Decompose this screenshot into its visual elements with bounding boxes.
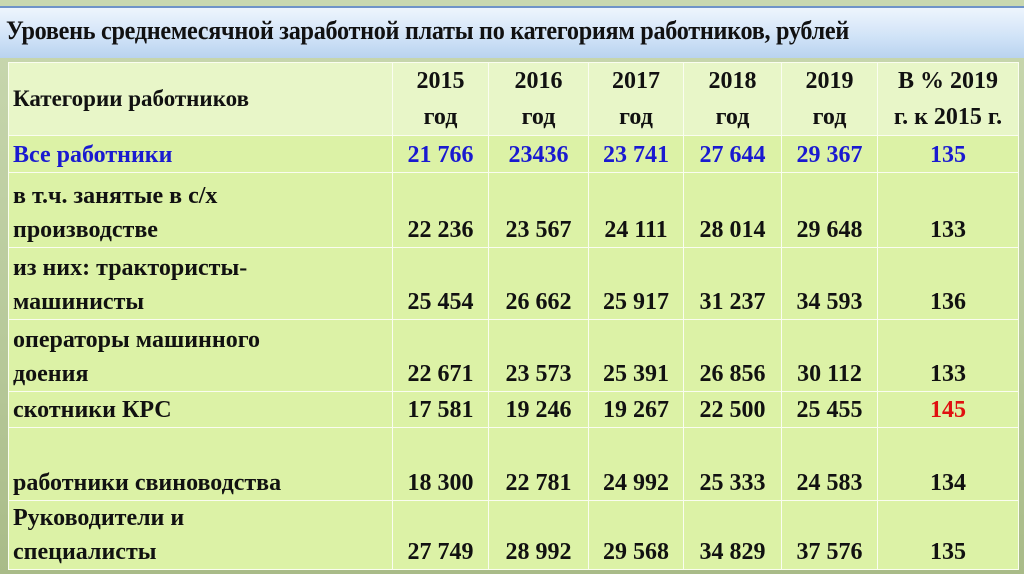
value-cell: 23 573	[488, 319, 589, 392]
value-cell: 133	[877, 172, 1019, 248]
column-header: 2019 год	[781, 62, 878, 136]
value-cell: 23 567	[488, 172, 589, 248]
value-cell: 25 391	[588, 319, 684, 392]
title-bar: Уровень среднемесячной заработной платы …	[0, 6, 1024, 58]
cell-text: операторы машинного	[13, 327, 260, 353]
value-cell: 19 267	[588, 391, 684, 428]
value-cell: 22 781	[488, 427, 589, 501]
value-cell: 23436	[488, 135, 589, 173]
value-cell: 21 766	[392, 135, 489, 173]
value-cell: 22 236	[392, 172, 489, 248]
cell-text: специалисты	[13, 539, 157, 565]
value-cell: 26 662	[488, 247, 589, 320]
value-cell: 27 749	[392, 500, 489, 570]
value-cell: 24 583	[781, 427, 878, 501]
value-cell: 34 829	[683, 500, 782, 570]
cell-text: 2015	[416, 68, 465, 94]
value-cell: 29 568	[588, 500, 684, 570]
cell-text: год	[521, 104, 556, 130]
category-cell: операторы машинного доения	[8, 319, 393, 392]
value-cell: 37 576	[781, 500, 878, 570]
value-cell: 28 992	[488, 500, 589, 570]
cell-text: год	[715, 104, 750, 130]
value-cell: 133	[877, 319, 1019, 392]
cell-text: производстве	[13, 217, 158, 243]
cell-text: Руководители и	[13, 505, 185, 531]
column-header: 2018 год	[683, 62, 782, 136]
cell-text: в т.ч. занятые в с/х	[13, 183, 218, 209]
column-header: 2017 год	[588, 62, 684, 136]
cell-text: год	[423, 104, 458, 130]
value-cell: 29 367	[781, 135, 878, 173]
value-cell: 25 917	[588, 247, 684, 320]
salary-table: Категории работников 2015 год 2016 год 2017 го…	[8, 62, 1019, 570]
value-cell: 135	[877, 135, 1019, 173]
value-cell: 136	[877, 247, 1019, 320]
value-cell: 24 111	[588, 172, 684, 248]
table-row: из них: трактористы-машинисты 25 454 26 66…	[8, 247, 1019, 320]
value-cell: 25 454	[392, 247, 489, 320]
column-header: 2015 год	[392, 62, 489, 136]
value-cell: 28 014	[683, 172, 782, 248]
table-row: Руководители и специалисты 27 749 28 992 29 …	[8, 500, 1019, 570]
column-header: 2016 год	[488, 62, 589, 136]
table-row: операторы машинного доения 22 671 23 573 25 …	[8, 319, 1019, 392]
cell-text: доения	[13, 361, 89, 387]
value-cell: 18 300	[392, 427, 489, 501]
value-cell: 27 644	[683, 135, 782, 173]
cell-text: Категории работников	[13, 86, 249, 111]
value-cell: 25 333	[683, 427, 782, 501]
cell-text: работники свиноводства	[13, 470, 282, 496]
cell-text: 2019	[805, 68, 854, 94]
value-cell: 22 500	[683, 391, 782, 428]
cell-text: год	[812, 104, 847, 130]
cell-text: 2016	[514, 68, 563, 94]
header-row: Категории работников 2015 год 2016 год 2017 го…	[8, 62, 1019, 136]
cell-text: г. к 2015 г.	[893, 104, 1003, 130]
table-row: в т.ч. занятые в с/х производстве 22 236 23…	[8, 172, 1019, 248]
category-cell: работники свиноводства	[8, 427, 393, 501]
table-row: Все работники 21 766 23436 23 741 27 644 29 3…	[8, 135, 1019, 173]
cell-text: В % 2019	[897, 68, 998, 94]
value-cell: 25 455	[781, 391, 878, 428]
column-header: В % 2019 г. к 2015 г.	[877, 62, 1019, 136]
value-cell: 17 581	[392, 391, 489, 428]
value-cell: 30 112	[781, 319, 878, 392]
slide-title: Уровень среднемесячной заработной платы …	[6, 16, 849, 45]
value-cell: 34 593	[781, 247, 878, 320]
value-cell: 145	[877, 391, 1019, 428]
category-cell: Все работники	[8, 135, 393, 173]
value-cell: 135	[877, 500, 1019, 570]
table-row: работники свиноводства 18 300 22 781 24 992…	[8, 427, 1019, 501]
value-cell: 26 856	[683, 319, 782, 392]
value-cell: 24 992	[588, 427, 684, 501]
category-cell: Руководители и специалисты	[8, 500, 393, 570]
value-cell: 23 741	[588, 135, 684, 173]
cell-text: 2018	[708, 68, 757, 94]
column-header: Категории работников	[8, 62, 393, 136]
value-cell: 31 237	[683, 247, 782, 320]
cell-text: из них: трактористы-	[13, 255, 248, 281]
value-cell: 22 671	[392, 319, 489, 392]
cell-text: 2017	[612, 68, 660, 94]
category-cell: из них: трактористы-машинисты	[8, 247, 393, 320]
category-cell: в т.ч. занятые в с/х производстве	[8, 172, 393, 248]
cell-text: Все работники	[13, 142, 173, 168]
category-cell: скотники КРС	[8, 391, 393, 428]
value-cell: 134	[877, 427, 1019, 501]
table-row: скотники КРС 17 581 19 246 19 267 22 500 25 4…	[8, 391, 1019, 428]
cell-text: год	[619, 104, 653, 130]
cell-text: машинисты	[13, 289, 145, 315]
cell-text: скотники КРС	[13, 397, 172, 423]
value-cell: 29 648	[781, 172, 878, 248]
value-cell: 19 246	[488, 391, 589, 428]
